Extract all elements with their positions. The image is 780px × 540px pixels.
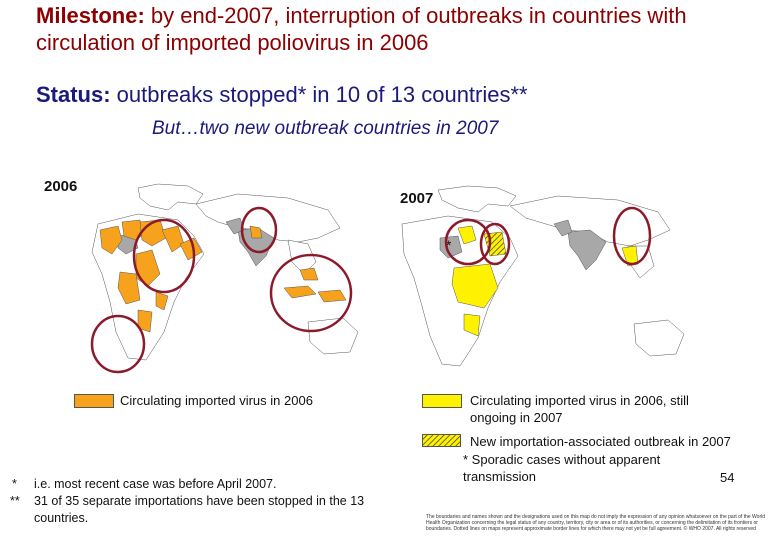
legend-orange-text: Circulating imported virus in 2006 (120, 393, 313, 408)
status-text: outbreaks stopped* in 10 of 13 countries… (110, 82, 528, 107)
footnote-2-text: 31 of 35 separate importations have been… (34, 494, 365, 525)
circle-indonesia-2006 (269, 253, 353, 333)
endemic-india-2007 (567, 229, 607, 271)
milestone-text: by end-2007, interruption of outbreaks i… (36, 3, 687, 55)
legend-hatched-swatch (422, 434, 461, 447)
year-2007-label: 2007 (400, 190, 434, 207)
disclaimer: The boundaries and names shown and the d… (426, 514, 766, 532)
circle-southern-africa-2006 (90, 314, 146, 374)
legend-orange-swatch (74, 394, 114, 408)
legend-sporadic-text: * Sporadic cases without apparent transm… (463, 452, 661, 484)
footnote-1-text: i.e. most recent case was before April 2… (34, 477, 277, 491)
map-2006 (90, 183, 359, 374)
map-2007: * (401, 185, 685, 367)
legend-yellow-swatch (422, 394, 462, 408)
endemic-pakistan-2007 (553, 219, 573, 237)
subtitle: But…two new outbreak countries in 2007 (152, 118, 499, 139)
endemic-pakistan-2006 (225, 217, 245, 235)
circle-angola-2007 (479, 222, 511, 266)
circle-myanmar-2007 (612, 206, 652, 266)
sporadic-star: * (446, 237, 452, 253)
endemic-india-2006 (237, 227, 275, 267)
status-label: Status: (36, 82, 111, 107)
year-2006-label: 2006 (44, 178, 78, 195)
milestone-title: Milestone: by end-2007, interruption of … (36, 2, 766, 56)
circle-west-africa-2007 (444, 218, 492, 266)
legend-hatched-text: New importation-associated outbreak in 2… (470, 434, 731, 449)
circle-horn-africa-2006 (132, 218, 196, 294)
footnote-2-mark: ** (10, 494, 20, 508)
status-line: Status: outbreaks stopped* in 10 of 13 c… (36, 82, 528, 108)
footnote-1-mark: * (12, 477, 17, 491)
page-number: 54 (720, 470, 735, 485)
milestone-label: Milestone: (36, 3, 145, 28)
circle-bangladesh-2006 (240, 206, 278, 254)
legend-yellow-text: Circulating imported virus in 2006, stil… (470, 393, 689, 425)
